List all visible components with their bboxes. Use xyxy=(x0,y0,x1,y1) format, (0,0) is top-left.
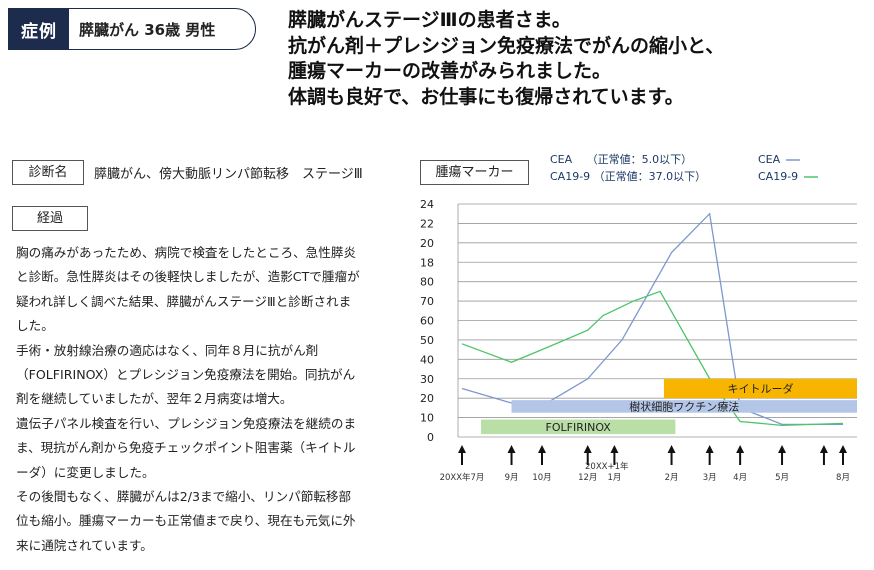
y-tick-label: 20 xyxy=(420,392,434,405)
treatment-bar xyxy=(511,400,857,413)
normal-range-notes: CEA （正常値：5.0以下） CA19-9 （正常値：37.0以下） xyxy=(550,151,706,185)
y-tick-label: 80 xyxy=(420,276,434,289)
diagnosis-text: 膵臓がん、傍大動脈リンパ節転移 ステージⅢ xyxy=(94,167,363,182)
legend-swatch-ca199 xyxy=(804,175,819,178)
timeline-arrowhead xyxy=(610,445,619,453)
timeline-label: 4月 xyxy=(733,473,747,483)
timeline-label: 8月 xyxy=(836,473,850,483)
y-tick-label: 0 xyxy=(427,431,434,444)
y-tick-label: 40 xyxy=(420,353,434,366)
timeline-label: 5月 xyxy=(775,473,789,483)
timeline-arrowhead xyxy=(778,445,787,453)
timeline-label: 1月 xyxy=(607,473,621,483)
legend-label-cea: CEA xyxy=(758,153,781,166)
timeline-arrowhead xyxy=(736,445,745,453)
timeline-label: 10月 xyxy=(532,473,551,483)
headline-line-1: 膵臓がんステージⅢの患者さま。 xyxy=(288,9,571,31)
headline-line-4: 体調も良好で、お仕事にも復帰されています。 xyxy=(288,85,684,108)
y-tick-label: 20 xyxy=(420,237,434,250)
cea-normal-note: CEA （正常値：5.0以下） xyxy=(550,153,693,166)
y-tick-label: 30 xyxy=(420,373,434,386)
timeline-arrowhead xyxy=(538,445,547,453)
timeline-label: 3月 xyxy=(703,473,717,483)
legend-item-ca199: CA19-9 xyxy=(758,168,819,185)
series-line-cea xyxy=(461,212,843,426)
legend-item-cea: CEA xyxy=(758,151,818,168)
case-tag: 症例 xyxy=(9,9,69,49)
case-title: 膵臓がん 36歳 男性 xyxy=(79,20,216,39)
y-tick-label: 10 xyxy=(420,412,434,425)
treatment-bar xyxy=(481,419,676,435)
headline-line-3: 腫瘍マーカーの改善がみられました。 xyxy=(288,60,612,82)
legend-swatch-cea xyxy=(786,158,801,161)
y-tick-label: 70 xyxy=(420,295,434,308)
timeline-label: 20XX年7月 xyxy=(440,472,485,483)
diagnosis-label: 診断名 xyxy=(12,160,84,185)
timeline-label: 12月 xyxy=(578,473,597,483)
timeline-arrowhead xyxy=(507,445,516,453)
y-tick-label: 60 xyxy=(420,315,434,328)
course-label: 経過 xyxy=(12,206,88,231)
headline-line-2: 抗がん剤＋プレシジョン免疫療法でがんの縮小と、 xyxy=(288,34,725,57)
timeline-arrowhead xyxy=(458,445,466,453)
case-badge: 症例 膵臓がん 36歳 男性 xyxy=(8,8,256,50)
treatment-bar-label: 樹状細胞ワクチン療法 xyxy=(629,399,739,413)
treatment-bar-label: FOLFIRINOX xyxy=(546,421,612,434)
timeline-arrowhead xyxy=(705,445,714,453)
timeline-arrowhead xyxy=(667,445,676,453)
y-tick-label: 24 xyxy=(420,198,434,211)
course-text: 胸の痛みがあったため、病院で検査をしたところ、急性膵炎と診断。急性膵炎はその後軽… xyxy=(16,241,361,558)
timeline-arrowhead xyxy=(583,445,592,453)
legend-label-ca199: CA19-9 xyxy=(758,170,799,183)
chart-legend: CEA CA19-9 xyxy=(758,151,819,185)
tumor-marker-label: 腫瘍マーカー xyxy=(420,160,529,185)
y-tick-label: 50 xyxy=(420,334,434,347)
timeline-label: 2月 xyxy=(665,473,679,483)
treatment-bar-label: キイトルーダ xyxy=(727,381,793,395)
headline: 膵臓がんステージⅢの患者さま。 抗がん剤＋プレシジョン免疫療法でがんの縮小と、 … xyxy=(288,8,868,110)
timeline-label: 9月 xyxy=(505,473,519,483)
y-tick-label: 18 xyxy=(420,256,434,269)
timeline-arrowhead xyxy=(839,445,847,453)
timeline-arrowhead xyxy=(819,445,828,453)
course-paragraph: 胸の痛みがあったため、病院で検査をしたところ、急性膵炎と診断。急性膵炎はその後軽… xyxy=(16,245,360,334)
series-line-ca199 xyxy=(461,290,844,427)
course-paragraph: 遺伝子パネル検査を行い、プレシジョン免疫療法を継続のまま、現抗がん剤から免疫チェ… xyxy=(16,415,357,480)
course-paragraph: 手術・放射線治療の適応はなく、同年８月に抗がん剤（FOLFIRINOX）とプレシ… xyxy=(16,342,356,407)
ca199-normal-note: CA19-9 （正常値：37.0以下） xyxy=(550,170,707,183)
year-mark-label: 20XX+1年 xyxy=(585,461,629,472)
course-paragraph: その後間もなく、膵臓がんは2/3まで縮小、リンパ節転移部位も縮小。腫瘍マーカーも… xyxy=(16,489,356,553)
treatment-bar xyxy=(663,378,857,399)
y-tick-label: 22 xyxy=(420,217,434,230)
